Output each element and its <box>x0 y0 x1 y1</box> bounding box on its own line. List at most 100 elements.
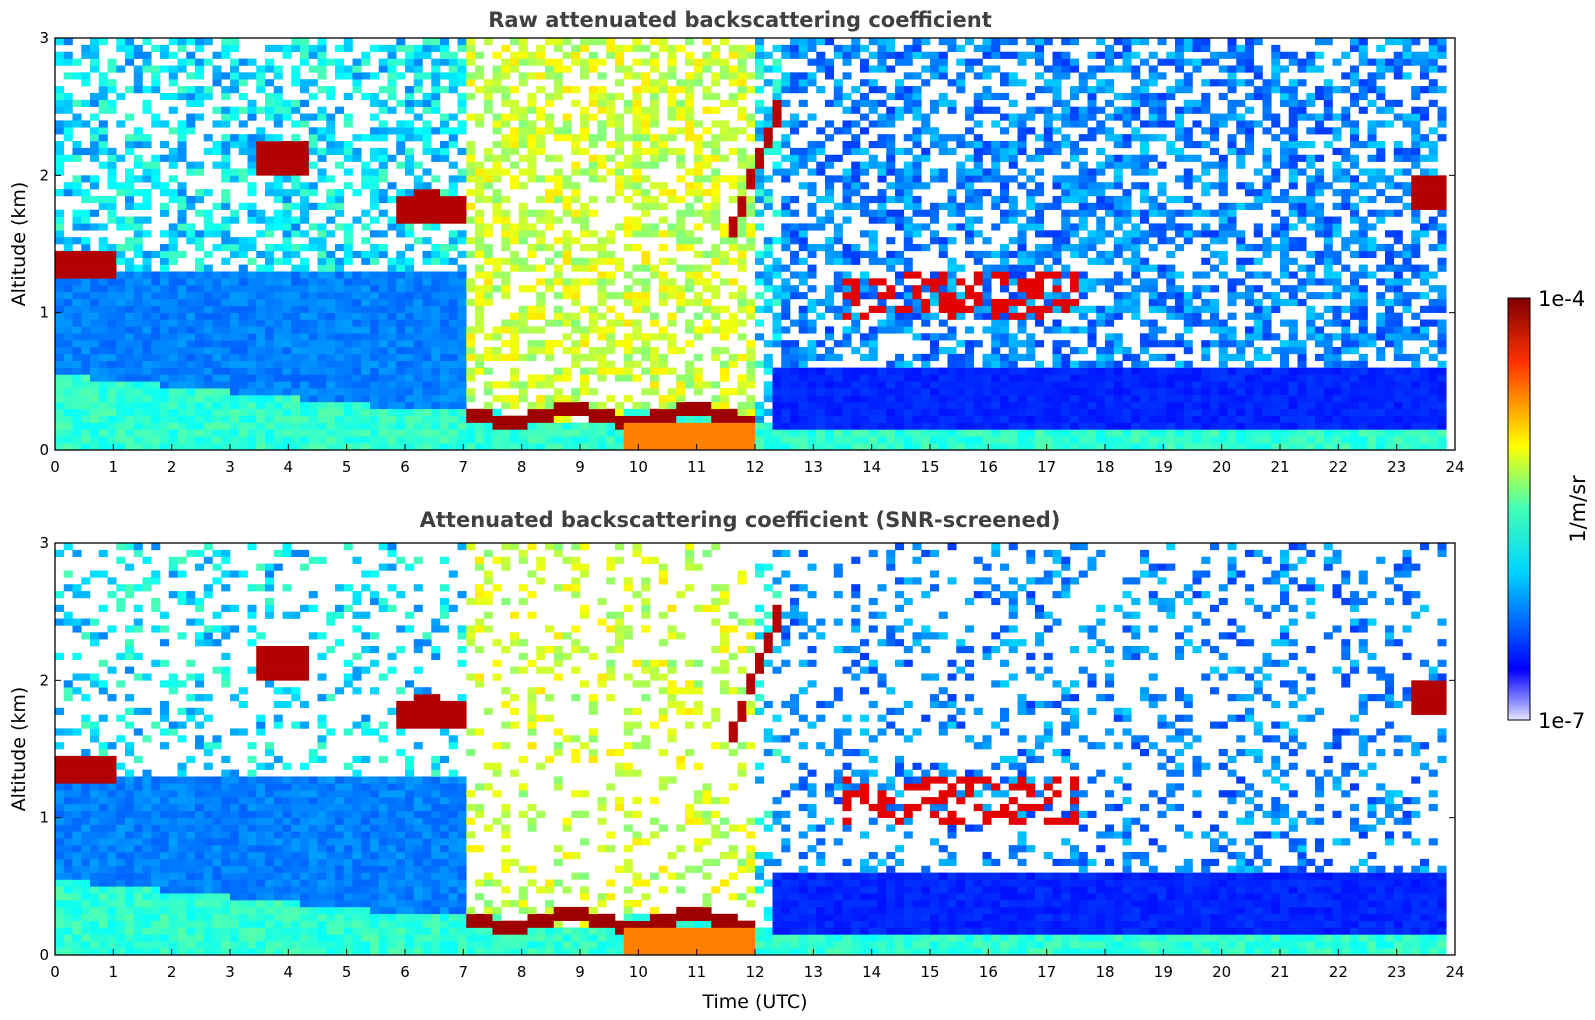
heatmap-cell <box>238 436 248 444</box>
heatmap-cell <box>387 436 397 444</box>
heatmap-cell <box>1026 154 1036 162</box>
heatmap-cell <box>133 134 143 142</box>
heatmap-cell <box>886 65 896 73</box>
heatmap-cell <box>868 209 878 217</box>
heatmap-cell <box>448 408 458 416</box>
heatmap-cell <box>1008 388 1018 396</box>
heatmap-cell <box>912 38 922 46</box>
heatmap-cell <box>895 367 905 375</box>
heatmap-cell <box>562 86 572 94</box>
heatmap-cell <box>1008 38 1018 46</box>
heatmap-cell <box>597 408 607 416</box>
heatmap-cell <box>221 395 231 403</box>
heatmap-cell <box>798 326 808 334</box>
heatmap-cell <box>256 134 266 142</box>
heatmap-cell <box>991 120 1001 128</box>
heatmap-cell <box>658 285 668 293</box>
heatmap-cell <box>81 305 91 313</box>
heatmap-cell <box>912 395 922 403</box>
heatmap-cell <box>1078 415 1088 423</box>
heatmap-cell <box>1061 141 1071 149</box>
heatmap-cell <box>553 182 563 190</box>
heatmap-cell <box>116 216 126 224</box>
heatmap-cell <box>133 319 143 327</box>
heatmap-cell <box>851 51 861 59</box>
heatmap-cell <box>1105 209 1115 217</box>
heatmap-cell <box>921 333 931 341</box>
heatmap-cell <box>658 244 668 252</box>
heatmap-cell <box>728 230 738 238</box>
heatmap-cell <box>737 285 747 293</box>
heatmap-cell <box>903 326 913 334</box>
heatmap-cell <box>1052 443 1062 451</box>
heatmap-cell <box>457 72 467 80</box>
heatmap-cell <box>650 415 660 423</box>
heatmap-cell <box>650 161 660 169</box>
heatmap-cell <box>536 264 546 272</box>
heatmap-cell <box>755 319 765 327</box>
heatmap-cell <box>55 161 65 169</box>
heatmap-cell <box>632 147 642 156</box>
heatmap-cell <box>238 106 248 114</box>
heatmap-cell <box>475 429 485 437</box>
heatmap-cell <box>982 92 992 101</box>
heatmap-cell <box>553 189 563 197</box>
heatmap-cell <box>588 195 598 204</box>
heatmap-cell <box>606 278 616 286</box>
heatmap-cell <box>98 436 108 444</box>
heatmap-cell <box>518 51 528 59</box>
heatmap-cell <box>177 58 187 66</box>
heatmap-cell <box>256 278 266 286</box>
heatmap-cell <box>816 381 826 389</box>
heatmap-cell <box>755 58 765 66</box>
heatmap-cell <box>982 175 992 183</box>
heatmap-cell <box>536 51 546 59</box>
heatmap-cell <box>291 189 301 197</box>
heatmap-cell <box>895 168 905 176</box>
heatmap-cell <box>133 374 143 382</box>
heatmap-cell <box>151 326 161 334</box>
heatmap-cell <box>72 381 82 389</box>
heatmap-cell <box>650 230 660 238</box>
heatmap-cell <box>396 360 406 368</box>
heatmap-cell <box>81 353 91 362</box>
heatmap-cell <box>772 92 782 101</box>
heatmap-cell <box>1096 120 1106 128</box>
heatmap-cell <box>1000 360 1010 368</box>
heatmap-cell <box>1087 429 1097 437</box>
heatmap-cell <box>265 230 275 238</box>
heatmap-cell <box>536 408 546 416</box>
heatmap-cell <box>991 147 1001 156</box>
heatmap-cell <box>440 120 450 128</box>
heatmap-cell <box>632 436 642 444</box>
heatmap-cell <box>396 395 406 403</box>
heatmap-cell <box>623 72 633 80</box>
heatmap-cell <box>238 237 248 245</box>
heatmap-cell <box>81 367 91 375</box>
heatmap-cell <box>177 38 187 46</box>
heatmap-cell <box>125 340 135 348</box>
heatmap-cell <box>1026 175 1036 183</box>
heatmap-cell <box>772 367 782 375</box>
heatmap-cell <box>501 44 511 53</box>
heatmap-cell <box>1043 38 1053 46</box>
heatmap-cell <box>448 216 458 224</box>
heatmap-cell <box>527 326 537 334</box>
heatmap-cell <box>1035 388 1045 396</box>
heatmap-cell <box>151 367 161 375</box>
heatmap-cell <box>930 106 940 114</box>
heatmap-cell <box>650 422 660 430</box>
heatmap-cell <box>562 244 572 252</box>
heatmap-cell <box>615 422 625 430</box>
heatmap-cell <box>440 333 450 341</box>
heatmap-cell <box>457 312 467 320</box>
heatmap-cell <box>1052 79 1062 87</box>
heatmap-cell <box>133 340 143 348</box>
heatmap-cell <box>886 429 896 437</box>
heatmap-cell <box>667 443 677 451</box>
heatmap-cell <box>790 168 800 176</box>
heatmap-cell <box>667 312 677 320</box>
heatmap-cell <box>273 395 283 403</box>
heatmap-cell <box>816 408 826 416</box>
heatmap-cell <box>641 298 651 307</box>
